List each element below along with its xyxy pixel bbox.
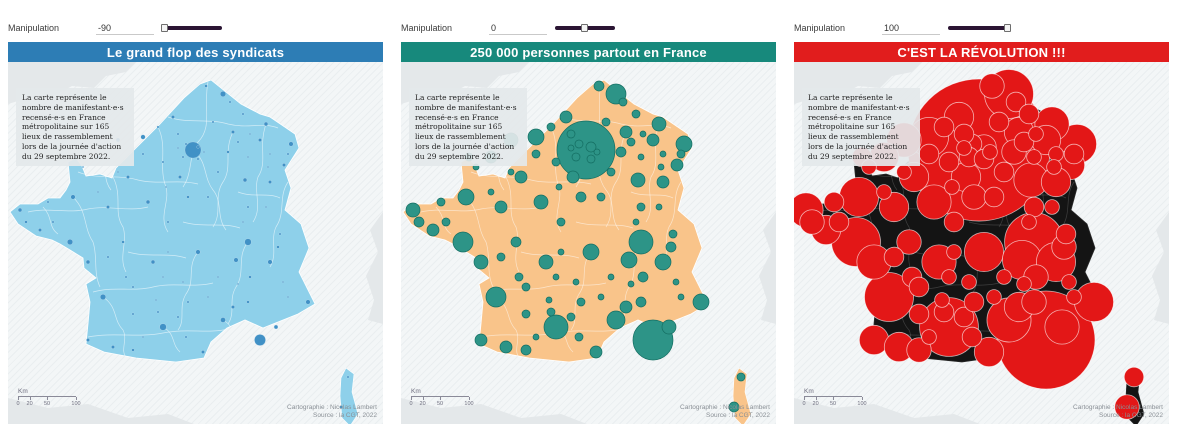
france-map: La carte représente le nombre de manifes… xyxy=(401,62,776,424)
map-note: La carte représente le nombre de manifes… xyxy=(16,88,134,167)
manipulation-control: Manipulation -90 xyxy=(8,20,383,36)
manipulation-control: Manipulation 0 xyxy=(401,20,776,36)
scale-labels: 0 20 50 100 xyxy=(409,401,473,408)
manipulation-value-input[interactable]: -90 xyxy=(96,22,154,35)
scale-labels: 0 20 50 100 xyxy=(802,401,866,408)
scale-unit: Km xyxy=(804,388,814,395)
slider-track[interactable] xyxy=(948,26,1008,30)
manipulation-slider[interactable] xyxy=(161,23,222,33)
scale-bar: Km 0 20 50 100 xyxy=(409,388,473,408)
slider-thumb[interactable] xyxy=(581,24,588,32)
map-title-banner: Le grand flop des syndicats xyxy=(8,42,383,62)
map-title-banner: C'EST LA RÉVOLUTION !!! xyxy=(794,42,1169,62)
panel-le-grand-flop: Manipulation -90 Le grand flop des syndi… xyxy=(8,20,383,424)
scale-tick-label: 20 xyxy=(812,401,819,407)
scale-bar: Km 0 20 50 100 xyxy=(16,388,80,408)
slider-thumb[interactable] xyxy=(1004,24,1011,32)
scale-line xyxy=(411,396,470,401)
map-note: La carte représente le nombre de manifes… xyxy=(802,88,920,167)
scale-tick-label: 0 xyxy=(409,401,413,407)
panel-250000-personnes: Manipulation 0 250 000 personnes partout… xyxy=(401,20,776,424)
scale-tick-label: 100 xyxy=(857,401,867,407)
credit-source: Source : la CGT, 2022 xyxy=(706,411,770,419)
map-svg xyxy=(8,62,383,424)
credit-source: Source : la CGT, 2022 xyxy=(313,411,377,419)
scale-unit: Km xyxy=(411,388,421,395)
map-credits: Cartographie : Nicolas Lambert Source : … xyxy=(287,404,377,420)
map-figure: C'EST LA RÉVOLUTION !!! La carte représe… xyxy=(794,42,1169,424)
scale-bar: Km 0 20 50 100 xyxy=(802,388,866,408)
france-map: La carte représente le nombre de manifes… xyxy=(794,62,1169,424)
scale-labels: 0 20 50 100 xyxy=(16,401,80,408)
panel-revolution: Manipulation 100 C'EST LA RÉVOLUTION !!!… xyxy=(794,20,1169,424)
map-title-banner: 250 000 personnes partout en France xyxy=(401,42,776,62)
scale-tick-label: 0 xyxy=(16,401,20,407)
manipulation-label: Manipulation xyxy=(8,23,60,33)
scale-tick-label: 0 xyxy=(802,401,806,407)
slider-thumb[interactable] xyxy=(161,24,168,32)
scale-line xyxy=(18,396,77,401)
map-figure: 250 000 personnes partout en France La c… xyxy=(401,42,776,424)
scale-tick-label: 50 xyxy=(436,401,444,407)
scale-tick-label: 100 xyxy=(71,401,81,407)
map-svg xyxy=(401,62,776,424)
manipulation-value-input[interactable]: 0 xyxy=(489,22,547,35)
map-note: La carte représente le nombre de manifes… xyxy=(409,88,527,167)
map-credits: Cartographie : Nicolas Lambert Source : … xyxy=(1073,404,1163,420)
map-figure: Le grand flop des syndicats La carte rep… xyxy=(8,42,383,424)
manipulation-label: Manipulation xyxy=(794,23,846,33)
manipulation-label: Manipulation xyxy=(401,23,453,33)
scale-unit: Km xyxy=(18,388,28,395)
credit-cartographer: Cartographie : Nicolas Lambert xyxy=(1073,403,1163,411)
france-map: La carte représente le nombre de manifes… xyxy=(8,62,383,424)
credit-source: Source : la CGT, 2022 xyxy=(1099,411,1163,419)
scale-tick-label: 20 xyxy=(26,401,33,407)
scale-tick-label: 100 xyxy=(464,401,474,407)
credit-cartographer: Cartographie : Nicolas Lambert xyxy=(287,403,377,411)
manipulation-value-input[interactable]: 100 xyxy=(882,22,940,35)
scale-tick-label: 50 xyxy=(43,401,51,407)
scale-line xyxy=(804,396,863,401)
manipulation-control: Manipulation 100 xyxy=(794,20,1169,36)
scale-tick-label: 50 xyxy=(829,401,837,407)
credit-cartographer: Cartographie : Nicolas Lambert xyxy=(680,403,770,411)
scale-tick-label: 20 xyxy=(419,401,426,407)
slider-track[interactable] xyxy=(162,26,222,30)
map-credits: Cartographie : Nicolas Lambert Source : … xyxy=(680,404,770,420)
manipulation-slider[interactable] xyxy=(555,23,615,33)
manipulation-slider[interactable] xyxy=(948,23,1011,33)
